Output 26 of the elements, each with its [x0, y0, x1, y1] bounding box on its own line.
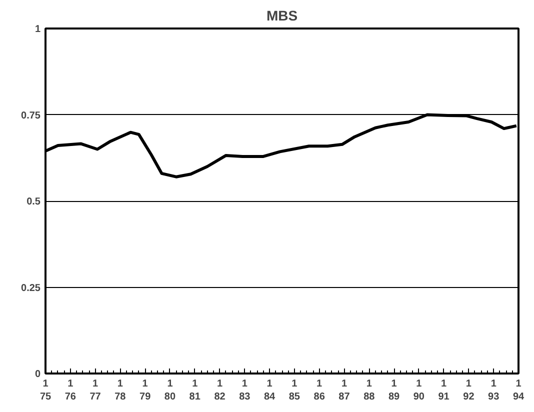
x-tick-label: 1 90: [413, 378, 425, 403]
y-tick-label: 0.5: [26, 196, 41, 208]
chart-title: MBS: [266, 8, 298, 24]
y-tick-label: 0.75: [21, 110, 41, 122]
x-tick-label: 1 86: [314, 378, 326, 403]
y-tick-label: 1: [34, 24, 41, 35]
x-tick-label: 1 88: [364, 378, 376, 403]
x-tick-label: 1 76: [64, 378, 76, 403]
x-tick-label: 1 84: [264, 378, 276, 403]
x-tick-label: 1 85: [288, 378, 300, 403]
y-tick-label: 0: [34, 369, 41, 380]
x-tick-label: 1 89: [388, 378, 400, 403]
x-tick-label: 1 83: [239, 378, 251, 403]
x-tick-label: 1 80: [164, 378, 176, 403]
x-tick-label: 1 94: [512, 378, 524, 403]
x-tick-label: 1 93: [488, 378, 500, 403]
x-tick-label: 1 77: [90, 378, 102, 403]
x-tick-label: 1 91: [438, 378, 450, 403]
x-tick-label: 1 81: [189, 378, 201, 403]
x-tick-label: 1 87: [338, 378, 350, 403]
x-tick-label: 1 79: [140, 378, 152, 403]
x-tick-label: 1 92: [463, 378, 475, 403]
x-tick-label: 1 78: [114, 378, 126, 403]
x-tick-label: 1 82: [214, 378, 226, 403]
x-tick-label: 1 75: [40, 378, 52, 403]
y-tick-label: 0.25: [21, 282, 41, 294]
